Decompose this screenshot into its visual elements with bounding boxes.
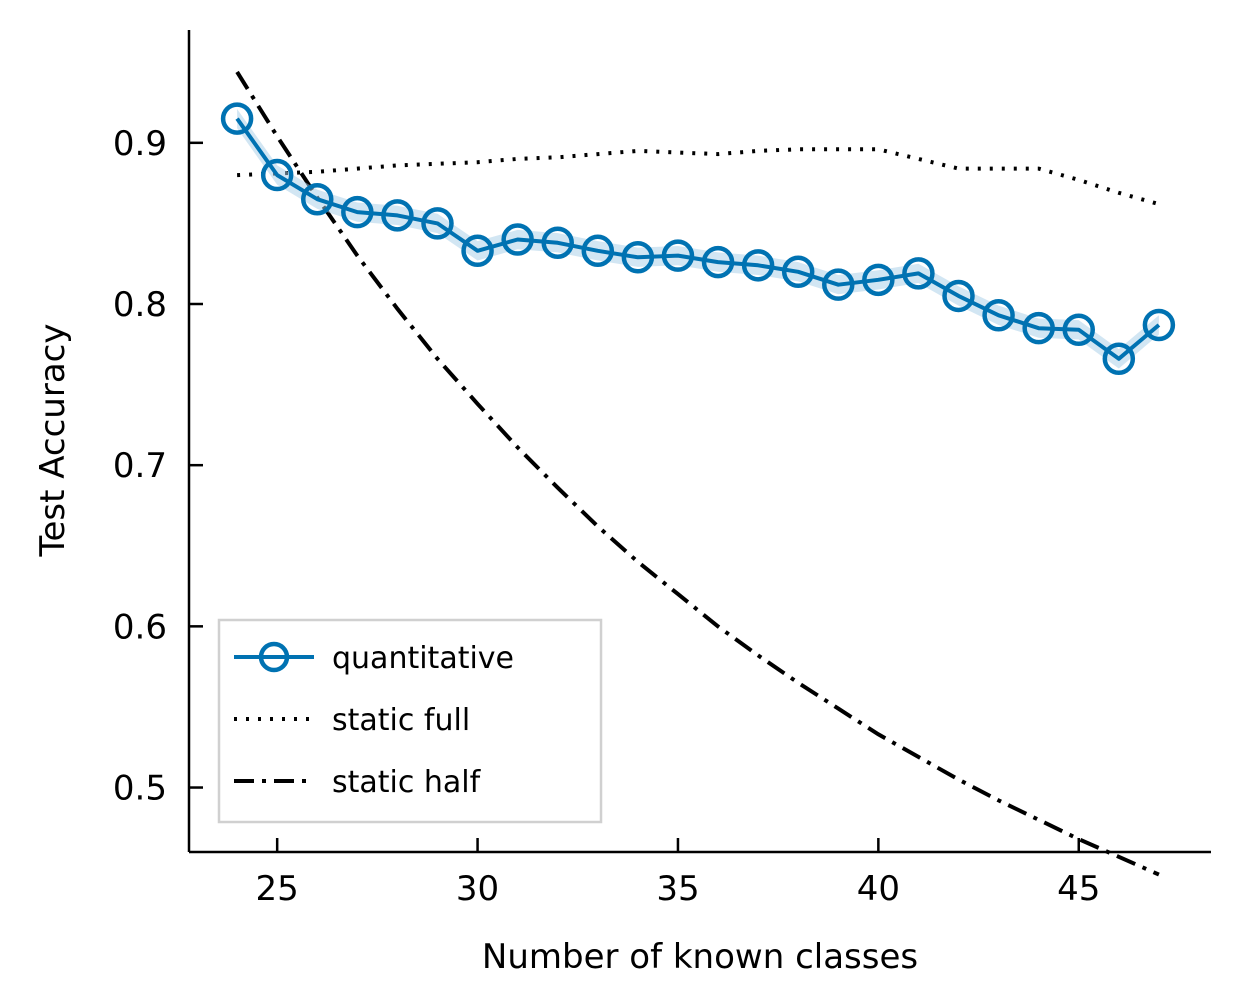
quantitative-point — [822, 268, 855, 301]
legend: quantitative static full static half — [217, 618, 603, 824]
quantitative-point — [1102, 342, 1136, 376]
quantitative-point — [1062, 313, 1095, 347]
series-layer — [220, 70, 1176, 877]
quantitative-line — [235, 117, 1161, 361]
x-tick-label: 35 — [656, 869, 699, 909]
quantitative-point — [902, 257, 935, 290]
legend-label-static-half: static half — [332, 765, 482, 800]
quantitative-point — [942, 279, 975, 313]
quantitative-point — [260, 158, 294, 192]
quantitative-point — [862, 263, 895, 297]
static-full-line — [237, 147, 1160, 207]
quantitative-point — [982, 299, 1015, 332]
legend-label-static-full: static full — [332, 703, 470, 738]
axes: 25 30 35 40 45 0.5 0.6 0.7 0.8 0.9 — [113, 30, 1211, 909]
x-tick-label: 25 — [256, 869, 299, 909]
legend-marker-quantitative — [258, 641, 290, 673]
quantitative-point — [301, 182, 334, 216]
x-tick-label: 45 — [1057, 869, 1100, 909]
x-tick-label: 30 — [456, 869, 499, 909]
legend-label-quantitative: quantitative — [332, 641, 514, 676]
y-tick-label: 0.5 — [113, 769, 167, 809]
y-tick-label: 0.6 — [113, 607, 167, 647]
quantitative-point — [781, 255, 815, 289]
y-tick-label: 0.9 — [113, 124, 167, 164]
quantitative-point — [541, 226, 574, 260]
quantitative-point — [741, 249, 775, 282]
quantitative-point — [220, 102, 254, 135]
quantitative-point — [501, 223, 534, 256]
y-tick-label: 0.7 — [113, 446, 167, 486]
y-axis-label: Test Accuracy — [33, 324, 73, 558]
x-tick-label: 40 — [857, 869, 900, 909]
quantitative-point — [421, 207, 454, 240]
quantitative-point — [661, 239, 695, 272]
quantitative-point — [341, 195, 374, 229]
x-axis-label: Number of known classes — [482, 937, 918, 977]
y-tick-label: 0.8 — [113, 285, 167, 325]
quantitative-point — [701, 245, 735, 279]
quantitative-band — [237, 109, 1159, 369]
quantitative-point — [1142, 308, 1176, 342]
quantitative-point — [381, 199, 414, 232]
quantitative-point — [621, 241, 655, 274]
quantitative-point — [581, 234, 615, 268]
quantitative-point — [461, 234, 494, 268]
quantitative-point — [1022, 311, 1055, 345]
